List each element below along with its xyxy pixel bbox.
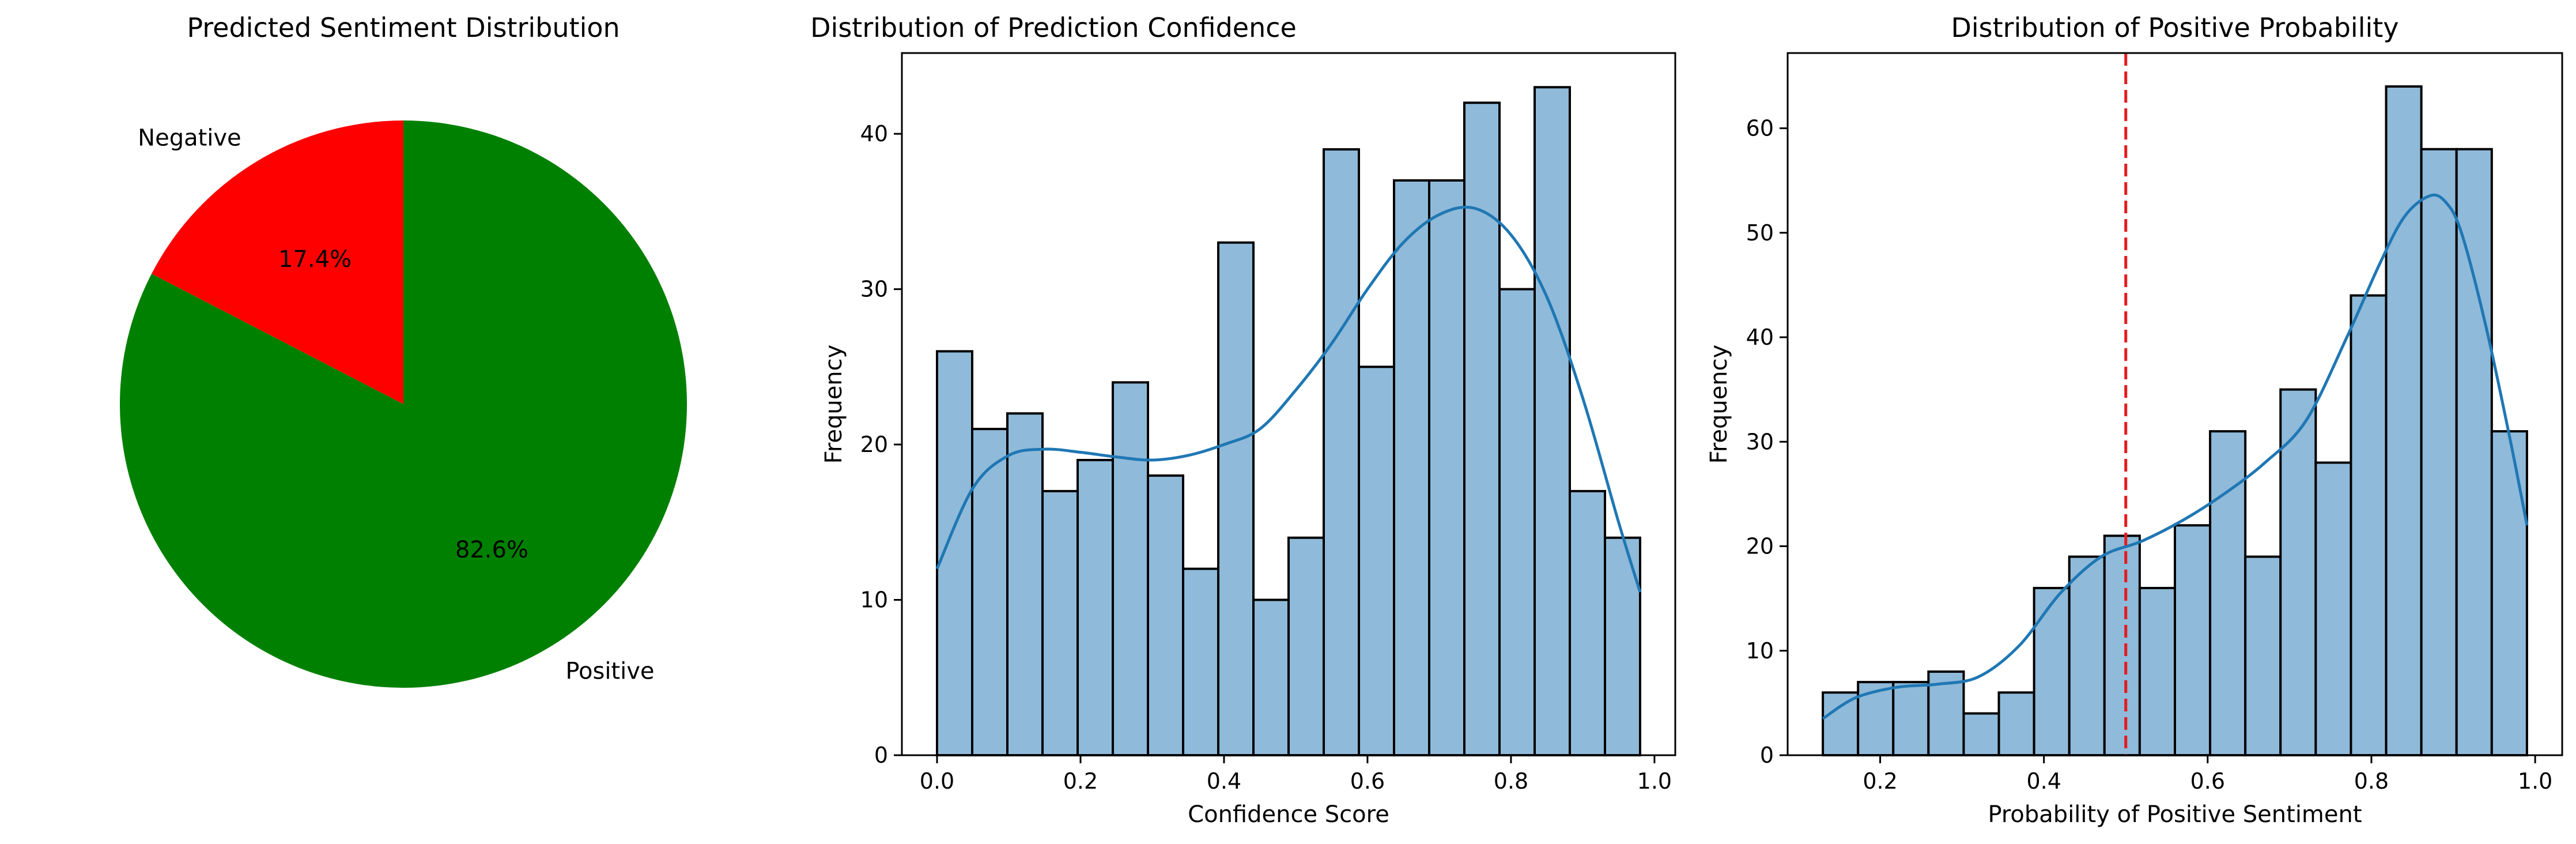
positive-probability-title: Distribution of Positive Probability [1951,12,2399,43]
histogram-bar [936,350,973,756]
confidence-histogram-title: Distribution of Prediction Confidence [810,12,1297,43]
confidence-y-label: Frequency [821,345,847,464]
positive-probability-y-ticks: 0 10 20 30 40 50 60 [1746,116,1788,768]
histogram-bar [1962,712,2000,756]
histogram-bar [2138,587,2177,756]
histogram-bar [1041,489,1079,756]
histogram-bar [1498,288,1536,757]
y-tick-label: 10 [1746,638,1774,664]
x-tick-label: 0.2 [1863,768,1897,794]
histogram-bar [971,428,1009,756]
x-tick-label: 0.6 [2190,768,2225,794]
histogram-bar [2209,430,2247,756]
confidence-x-label: Confidence Score [1188,801,1389,828]
histogram-bar [2033,587,2071,756]
confidence-histogram-bars [936,86,1641,757]
histogram-bar [1604,536,1641,756]
histogram-bar [1323,148,1360,756]
x-tick-label: 0.4 [1207,768,1241,794]
positive-probability-histogram: Distribution of Positive Probability 0.2… [1706,12,2563,828]
histogram-bar [1182,567,1219,756]
y-tick-label: 20 [860,432,888,457]
y-tick-label: 40 [1746,325,1774,350]
x-tick-label: 0.8 [2354,768,2389,794]
x-tick-label: 0.2 [1063,768,1098,794]
histogram-bar [2350,294,2388,756]
histogram-bar [1393,179,1430,756]
histogram-bar [2420,148,2458,756]
y-tick-label: 50 [1746,220,1774,246]
y-tick-label: 20 [1746,534,1774,559]
x-tick-label: 0.0 [920,768,954,794]
positive-probability-x-label: Probability of Positive Sentiment [1988,801,2362,828]
x-tick-label: 0.4 [2026,768,2061,794]
histogram-bar [1112,381,1149,756]
y-tick-label: 60 [1746,116,1774,141]
histogram-bar [1077,459,1114,756]
histogram-bar [1822,691,1860,756]
positive-probability-plot-frame [1786,52,2563,756]
confidence-x-ticks: 0.0 0.2 0.4 0.6 0.8 1.0 [920,755,1672,794]
histogram-bar [2314,461,2352,756]
pie-slice-positive [119,120,687,688]
histogram-bar [1997,691,2035,756]
positive-probability-y-label: Frequency [1706,345,1732,464]
confidence-histogram: Distribution of Prediction Confidence 0.… [810,12,1676,828]
positive-probability-kde-line [1822,193,2529,720]
y-tick-label: 0 [1760,743,1774,768]
y-tick-label: 40 [860,121,888,146]
confidence-plot-frame [901,52,1676,756]
histogram-bar [1569,489,1606,756]
pie-slices [119,120,687,688]
histogram-bar [2244,555,2282,756]
histogram-bar [1147,474,1184,756]
histogram-bar [2279,388,2317,756]
histogram-bar [2490,430,2528,756]
histogram-bar [1287,536,1325,756]
histogram-bar [1358,366,1395,756]
y-tick-label: 10 [860,587,888,613]
pie-percent-negative: 17.4% [278,246,352,273]
histogram-bar [2385,85,2423,756]
pie-percent-positive: 82.6% [455,537,528,563]
histogram-bar [1428,179,1465,756]
pie-slice-negative [152,120,403,404]
positive-probability-bars [1822,85,2528,756]
pie-title: Predicted Sentiment Distribution [187,12,620,43]
y-tick-label: 30 [860,277,888,302]
y-tick-label: 30 [1746,429,1774,454]
x-tick-label: 0.8 [1494,768,1528,794]
confidence-y-ticks: 0 10 20 30 40 [860,121,902,768]
x-tick-label: 1.0 [1637,768,1672,794]
positive-probability-x-ticks: 0.2 0.4 0.6 0.8 1.0 [1863,755,2552,794]
histogram-bar [1006,412,1044,756]
histogram-bar [1252,598,1290,757]
histogram-bar [2103,534,2141,756]
y-tick-label: 0 [874,743,888,768]
histogram-bar [2174,524,2212,756]
histogram-bar [1857,681,1895,756]
pie-label-negative: Negative [138,125,241,152]
histogram-bar [2455,148,2493,756]
histogram-bar [1217,241,1255,756]
confidence-kde-line [935,205,1642,593]
pie-chart: Predicted Sentiment Distribution Negativ… [119,12,687,688]
pie-label-positive: Positive [565,658,654,684]
x-tick-label: 1.0 [2518,768,2552,794]
histogram-bar [2068,555,2106,756]
histogram-bar [1463,101,1501,756]
histogram-bar [1892,681,1930,756]
x-tick-label: 0.6 [1350,768,1385,794]
histogram-bar [1533,86,1571,756]
